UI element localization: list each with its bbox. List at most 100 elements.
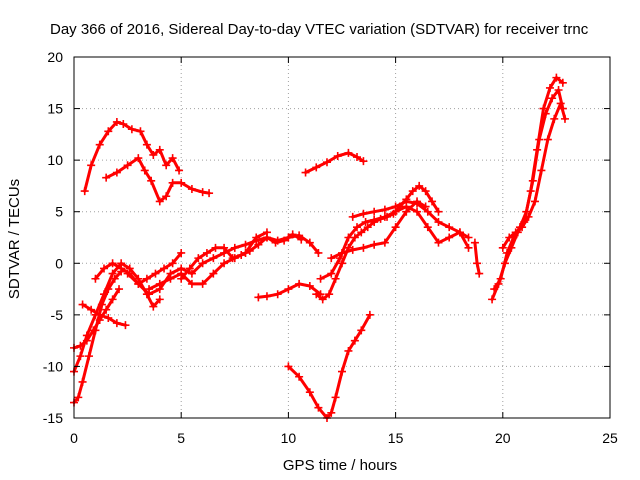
data-point: [74, 393, 83, 402]
data-point: [262, 292, 271, 301]
data-point: [357, 326, 366, 335]
data-point: [104, 313, 113, 322]
data-point: [271, 238, 280, 247]
data-point: [102, 305, 111, 314]
data-point: [297, 235, 306, 244]
data-point: [370, 207, 379, 216]
data-point: [136, 127, 145, 136]
series-line: [473, 241, 481, 276]
data-point: [365, 310, 374, 319]
data-point: [402, 197, 411, 206]
data-point: [140, 166, 149, 175]
data-point: [127, 125, 136, 134]
data-point: [177, 274, 186, 283]
data-point: [80, 187, 89, 196]
data-point: [348, 245, 357, 254]
data-point: [194, 254, 203, 263]
data-point: [560, 114, 569, 123]
series-arc-17: [327, 197, 430, 263]
data-point: [350, 336, 359, 345]
data-point: [445, 223, 454, 232]
data-point: [421, 187, 430, 196]
x-tick-label: 0: [70, 430, 78, 446]
data-point: [284, 362, 293, 371]
data-point: [524, 212, 533, 221]
data-point: [445, 233, 454, 242]
data-point: [327, 269, 336, 278]
data-point: [168, 154, 177, 163]
data-point: [209, 254, 218, 263]
data-point: [464, 243, 473, 252]
data-point: [76, 352, 85, 361]
series-arc-20: [490, 86, 567, 294]
data-point: [284, 285, 293, 294]
data-point: [344, 233, 353, 242]
data-point: [434, 207, 443, 216]
data-point: [76, 341, 85, 350]
data-point: [241, 240, 250, 249]
data-point: [134, 279, 143, 288]
data-point: [475, 269, 484, 278]
data-point: [434, 238, 443, 247]
data-point: [305, 388, 314, 397]
data-point: [78, 300, 87, 309]
data-point: [87, 305, 96, 314]
data-point: [100, 290, 109, 299]
data-point: [370, 240, 379, 249]
data-point: [391, 202, 400, 211]
series-line: [72, 261, 162, 374]
data-point: [344, 148, 353, 157]
chart-title: Day 366 of 2016, Sidereal Day-to-day VTE…: [50, 21, 589, 38]
series-line: [492, 88, 565, 291]
data-point: [252, 233, 261, 242]
data-point: [187, 279, 196, 288]
data-point: [370, 215, 379, 224]
data-point: [100, 264, 109, 273]
data-point: [327, 408, 336, 417]
data-point: [134, 154, 143, 163]
data-point: [177, 248, 186, 257]
data-point: [518, 223, 527, 232]
series-arc-19: [488, 73, 567, 304]
data-point: [338, 367, 346, 376]
data-point: [155, 279, 164, 288]
data-point: [230, 243, 239, 252]
data-point: [434, 218, 443, 227]
data-point: [295, 372, 304, 381]
series-arc-6: [70, 285, 124, 352]
data-point: [455, 228, 464, 237]
data-point: [108, 269, 117, 278]
data-point: [361, 218, 370, 227]
data-point: [359, 157, 368, 166]
data-point: [87, 161, 96, 170]
data-point: [428, 197, 437, 206]
series-arc-11: [177, 230, 306, 283]
data-point: [198, 279, 207, 288]
data-point: [496, 274, 505, 283]
data-point: [160, 264, 169, 273]
data-point: [187, 185, 196, 194]
data-point: [162, 161, 171, 170]
series-arc-18: [470, 238, 484, 278]
data-point: [556, 99, 565, 108]
data-point: [548, 94, 557, 103]
data-point: [273, 290, 282, 299]
axis-ticks: [73, 56, 611, 419]
y-axis-title: SDTVAR / TECUs: [6, 179, 23, 299]
data-point: [155, 295, 164, 304]
data-point: [149, 302, 158, 311]
data-point: [530, 197, 539, 206]
data-point: [91, 274, 100, 283]
data-point: [353, 223, 362, 232]
data-point: [220, 259, 229, 268]
data-point: [391, 223, 400, 232]
data-point: [312, 163, 321, 172]
y-tick-label: 20: [47, 49, 63, 65]
data-point: [102, 173, 111, 182]
series-line: [329, 199, 428, 260]
data-point: [327, 254, 336, 263]
data-point: [85, 352, 94, 361]
data-point: [82, 336, 91, 345]
data-point: [168, 259, 177, 268]
data-point: [295, 279, 304, 288]
